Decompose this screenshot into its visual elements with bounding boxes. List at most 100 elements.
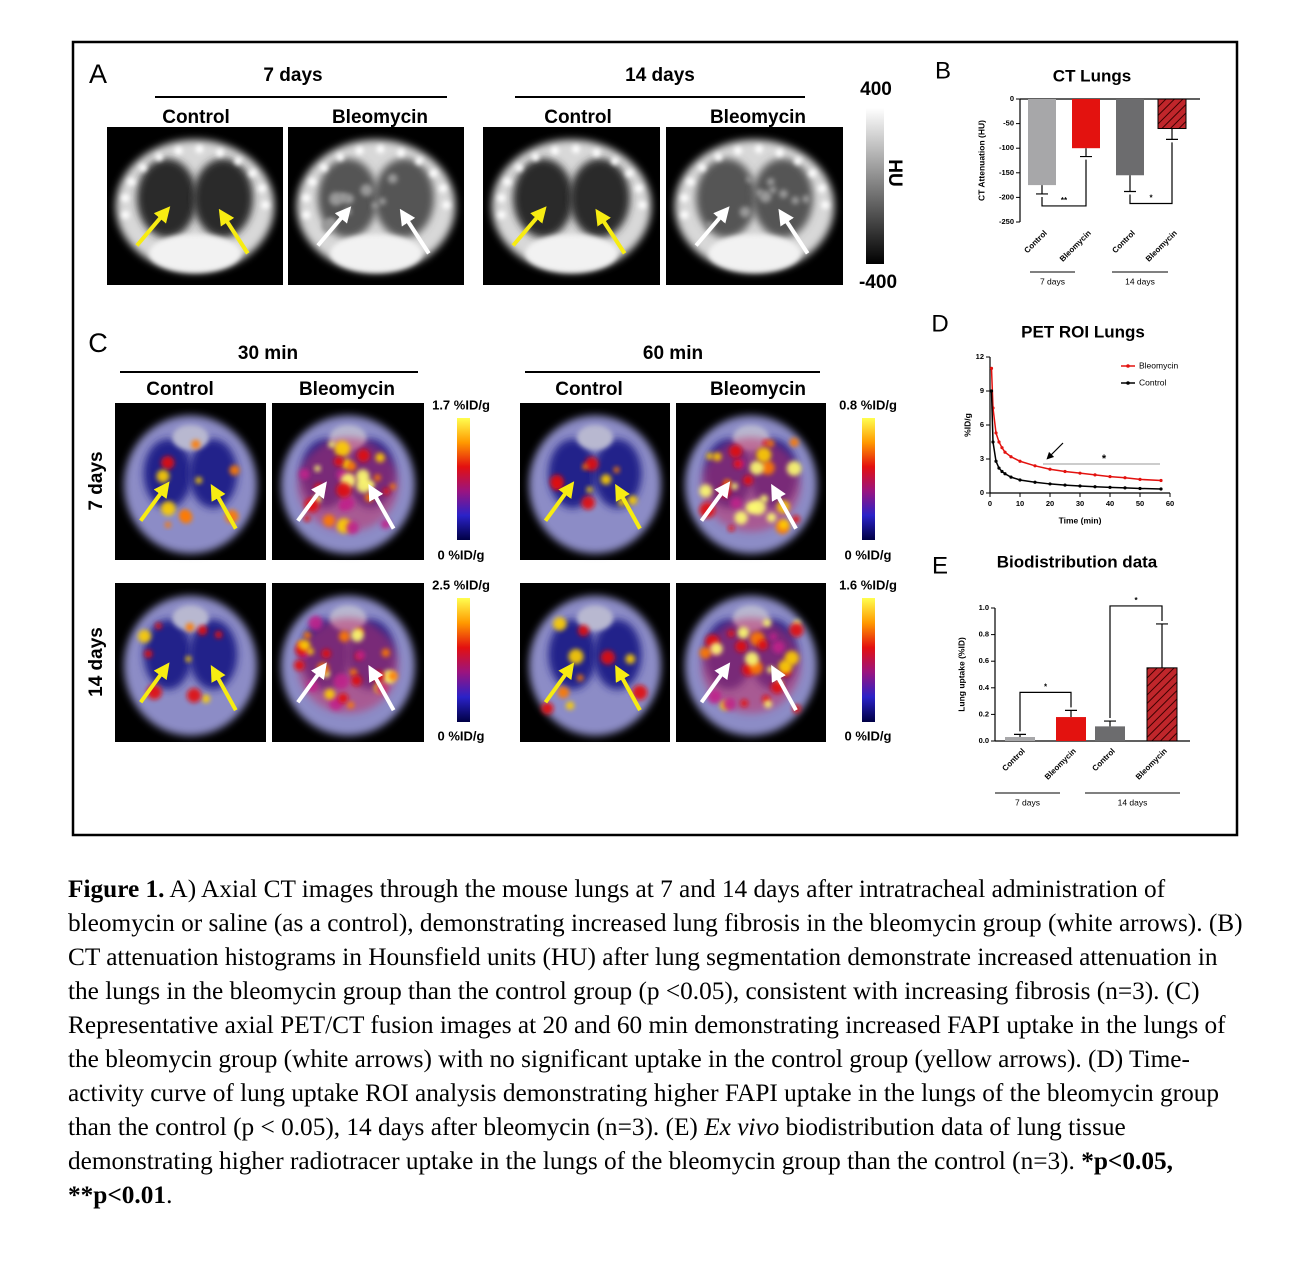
point (1108, 485, 1112, 489)
rib (634, 184, 643, 193)
uptake (356, 469, 370, 483)
uptake (723, 697, 736, 711)
point (1138, 486, 1142, 491)
uptake (744, 651, 759, 666)
scan-image (520, 583, 670, 742)
rib (714, 153, 723, 162)
series-line (990, 390, 1162, 490)
colorbar (862, 598, 875, 722)
uptake (356, 650, 366, 660)
uptake (375, 452, 385, 463)
caption: Figure 1. A) Axial CT images through the… (68, 872, 1248, 1212)
colorbar-max: 400 (860, 79, 892, 100)
uptake (565, 701, 575, 710)
uptake (600, 650, 616, 665)
scan-image (676, 583, 826, 742)
uptake (349, 668, 358, 676)
uptake (772, 640, 785, 654)
rib (215, 148, 224, 157)
legend-swatch (1126, 364, 1130, 368)
uptake (160, 455, 175, 470)
error-bar (1065, 709, 1077, 718)
column-title: Bleomycin (710, 107, 806, 128)
colorbar (866, 108, 884, 264)
point (991, 440, 995, 444)
x-tick-label: 30 (1076, 499, 1084, 508)
group-label: 14 days (1125, 276, 1155, 286)
lung (188, 619, 238, 690)
column-title: Control (555, 379, 623, 400)
uptake (600, 474, 612, 485)
uptake (743, 475, 753, 486)
uptake (766, 439, 775, 448)
uptake (389, 483, 396, 490)
bar (1072, 99, 1100, 149)
x-tick-label: Bleomycin (1134, 746, 1169, 781)
uptake (749, 460, 764, 475)
rib (155, 153, 164, 162)
lung (193, 158, 254, 238)
rib (571, 145, 580, 154)
rib (319, 163, 328, 172)
point (1063, 469, 1067, 474)
spine (577, 424, 613, 451)
point (989, 389, 994, 393)
arrow (135, 206, 171, 247)
scan-image (115, 403, 266, 560)
y-tick-label: 0.0 (979, 736, 989, 745)
rib (793, 157, 802, 166)
uptake (338, 631, 350, 642)
y-axis-label: Lung uptake (%ID) (956, 637, 966, 712)
lung (593, 619, 642, 690)
uptake (789, 437, 799, 447)
rib (438, 184, 447, 193)
scan-image (288, 127, 464, 285)
arrow (615, 483, 642, 530)
opacity (779, 189, 788, 199)
colorbar-min: 0 %ID/g (845, 728, 892, 743)
uptake (308, 615, 323, 631)
opacity (360, 184, 373, 197)
y-tick-label: 0 (980, 488, 984, 497)
arrow (210, 665, 238, 712)
uptake (581, 495, 595, 510)
arrow (511, 206, 547, 247)
opacity (766, 178, 775, 186)
colorbar-min: -400 (859, 272, 897, 293)
y-tick-label: -100 (999, 143, 1014, 152)
spine (172, 605, 209, 631)
significance-label: * (1134, 596, 1138, 605)
colorbar-max: 0.8 %ID/g (839, 397, 897, 412)
opacity (791, 196, 800, 205)
point (1159, 487, 1163, 491)
uptake (306, 647, 314, 655)
point (1048, 467, 1052, 471)
point (994, 431, 998, 435)
panel-label: A (89, 59, 107, 89)
rib (698, 163, 707, 172)
heart (525, 234, 618, 273)
x-tick-label: 40 (1106, 499, 1114, 508)
arrow (694, 206, 730, 247)
x-tick-label: 0 (988, 499, 992, 508)
group-label: 7 days (1040, 276, 1065, 286)
uptake (707, 689, 722, 704)
rib (515, 163, 524, 172)
uptake (757, 639, 768, 651)
colorbar (457, 598, 470, 722)
group-title: 14 days (625, 65, 695, 86)
scan-image (666, 127, 843, 285)
uptake (164, 521, 171, 528)
uptake (350, 628, 364, 642)
uptake (731, 482, 738, 490)
column-title: Bleomycin (299, 379, 395, 400)
charts: B CT Lungs CT Attenuation (HU) 0 -50 -100 -150… (931, 57, 1200, 807)
legend-label: Control (1139, 377, 1167, 387)
opacity (371, 201, 379, 209)
error-bar (1080, 148, 1092, 158)
point (1033, 464, 1037, 468)
arrow (368, 483, 396, 530)
group-title: 30 min (238, 343, 298, 364)
column-title: Control (544, 107, 612, 128)
significance-label: * (1044, 683, 1048, 692)
